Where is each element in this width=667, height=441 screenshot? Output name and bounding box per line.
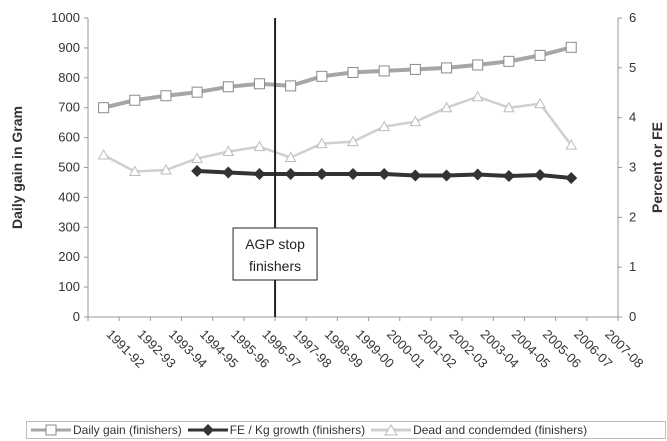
left-axis-title: Daily gain in Gram [9, 106, 25, 229]
data-point [191, 164, 204, 177]
right-tick-label: 2 [629, 209, 636, 224]
legend-item-dead-condemned: Dead and condemded (finishers) [371, 423, 587, 437]
data-point [565, 171, 578, 184]
data-point [191, 152, 203, 164]
right-tick-label: 3 [629, 160, 636, 175]
data-point [378, 120, 391, 132]
right-tick-label: 0 [629, 309, 636, 324]
data-point [534, 168, 547, 181]
left-tick-label: 400 [58, 189, 80, 204]
data-point [440, 101, 453, 113]
data-point [222, 81, 234, 93]
data-point [284, 167, 297, 180]
left-tick-label: 600 [58, 130, 80, 145]
right-axis-ticks: 0 1 2 3 4 5 6 [618, 10, 636, 324]
data-point [316, 70, 328, 82]
data-point [347, 66, 359, 78]
data-point [534, 49, 546, 61]
data-point [285, 80, 297, 92]
data-point [565, 41, 577, 53]
data-point [253, 140, 266, 152]
data-point [471, 168, 484, 181]
series-line-3 [103, 95, 573, 173]
data-point [409, 115, 422, 127]
square-marker-icon [31, 424, 71, 436]
left-tick-label: 800 [58, 70, 80, 85]
legend-item-daily-gain: Daily gain (finishers) [31, 423, 182, 437]
right-tick-label: 1 [629, 259, 636, 274]
right-tick-label: 6 [629, 10, 636, 25]
left-tick-label: 500 [58, 160, 80, 175]
annotation-line-2: finishers [249, 258, 301, 274]
chart-legend: Daily gain (finishers) FE / Kg growth (f… [26, 421, 666, 439]
data-point [471, 90, 484, 102]
data-point [98, 102, 110, 114]
data-point [222, 166, 235, 179]
line-chart: 0 100 200 300 400 500 600 700 800 900 1000 0 1 2 3 4 5 6… [9, 10, 665, 371]
annotation-line-1: AGP stop [245, 236, 305, 252]
left-tick-label: 300 [58, 219, 80, 234]
data-point [253, 78, 265, 90]
data-point [503, 55, 515, 67]
diamond-marker-icon [187, 424, 228, 436]
data-point [565, 139, 578, 150]
legend-label: FE / Kg growth (finishers) [229, 423, 366, 437]
data-point [441, 62, 453, 74]
data-point [97, 149, 110, 160]
left-tick-label: 100 [58, 279, 80, 294]
legend-label: Daily gain (finishers) [73, 423, 182, 437]
data-point [222, 145, 235, 157]
data-point [347, 167, 359, 180]
data-point [160, 163, 172, 175]
data-point [534, 97, 546, 109]
data-point [378, 167, 391, 180]
data-point [409, 169, 422, 182]
x-axis-ticks: 1991-921992-931993-941994-951995-961996-… [87, 317, 647, 371]
left-tick-label: 200 [58, 249, 80, 264]
data-point [160, 90, 172, 102]
series-layer [97, 41, 578, 184]
data-point [315, 137, 328, 149]
left-axis-ticks: 0 100 200 300 400 500 600 700 800 900 1000 [51, 10, 88, 324]
left-tick-label: 700 [58, 100, 80, 115]
right-axis-title: Percent or FE [649, 122, 665, 213]
data-point [502, 169, 515, 182]
data-point [128, 165, 141, 176]
data-point [315, 167, 328, 180]
left-tick-label: 900 [58, 40, 80, 55]
data-point [503, 101, 515, 113]
data-point [440, 169, 453, 182]
annotation-box [232, 227, 318, 281]
triangle-marker-icon [371, 424, 412, 436]
legend-label: Dead and condemded (finishers) [413, 423, 588, 437]
series-line-1 [103, 45, 572, 110]
data-point [284, 151, 297, 163]
legend-item-fe-growth: FE / Kg growth (finishers) [187, 423, 366, 437]
data-point [472, 59, 484, 71]
data-point [347, 135, 359, 147]
right-tick-label: 4 [629, 110, 636, 125]
right-tick-label: 5 [629, 60, 636, 75]
data-point [191, 86, 203, 98]
data-point [253, 167, 266, 180]
left-tick-label: 0 [73, 309, 80, 324]
data-point [378, 65, 390, 77]
data-point [129, 94, 141, 106]
data-point [409, 63, 421, 75]
left-tick-label: 1000 [51, 10, 80, 25]
